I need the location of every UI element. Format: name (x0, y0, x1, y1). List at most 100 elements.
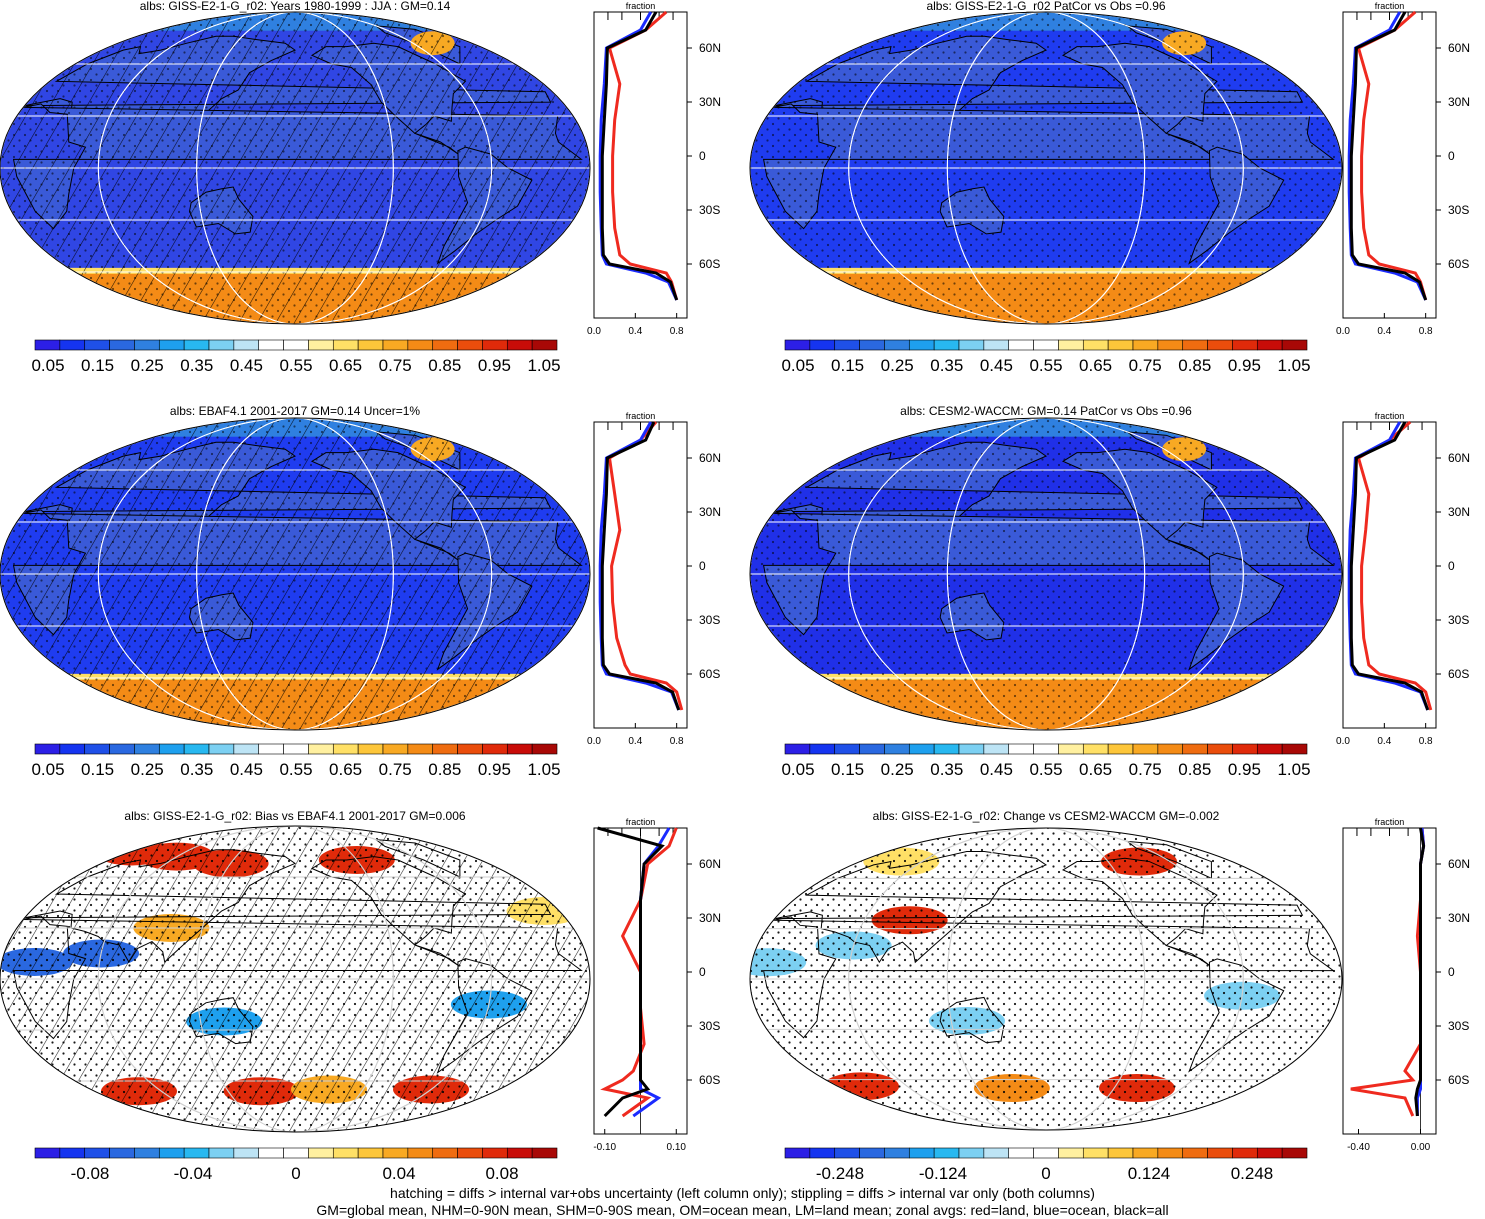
colorbar-tick-label: 0.65 (329, 356, 362, 375)
zonal-mean-plot: fraction 0.0 0.4 0.8 60N 30N 0 30S 60S (1336, 1, 1470, 337)
zonal-series-all (1414, 827, 1426, 1117)
zonal-series-all (600, 11, 679, 301)
colorbar-swatch (109, 743, 135, 755)
colorbar-swatch (59, 1147, 86, 1159)
panel-obs: albs: EBAF4.1 2001-2017 GM=0.14 Uncer=1%… (0, 404, 721, 779)
colorbar-swatch (1058, 743, 1084, 755)
map (750, 828, 1342, 1130)
colorbar-swatch (1132, 743, 1159, 755)
colorbar-tick-label: 0.08 (485, 1164, 518, 1183)
colorbar-swatch (884, 743, 910, 755)
colorbar-swatch (983, 1147, 1010, 1159)
zonal-lat-label: 0 (1448, 559, 1455, 573)
colorbar-swatch (208, 339, 235, 351)
zonal-x-tick-label: 0.00 (1411, 1142, 1431, 1153)
zonal-lat-label: 0 (1448, 149, 1455, 163)
zonal-lat-label: 60N (699, 451, 721, 465)
zonal-mean-plot: fraction -0.40 0.00 60N 30N 0 30S 60S (1342, 817, 1470, 1153)
colorbar-swatch (908, 1147, 935, 1159)
colorbar-swatch (457, 743, 483, 755)
panel-bias: albs: GISS-E2-1-G_r02: Bias vs EBAF4.1 2… (0, 809, 721, 1183)
colorbar-swatch (407, 1147, 434, 1159)
colorbar-tick-label: 0.75 (1129, 356, 1162, 375)
map (750, 418, 1342, 730)
zonal-x-tick-label: 0.0 (587, 736, 601, 747)
colorbar-swatch (1008, 339, 1034, 351)
footer-hatching-note: hatching = diffs > internal var+obs unce… (390, 1185, 1095, 1201)
colorbar-swatch (283, 339, 309, 351)
colorbar-swatch (1232, 1147, 1258, 1159)
colorbar-swatch (908, 339, 935, 351)
colorbar-swatch (1232, 339, 1258, 351)
zonal-title: fraction (626, 817, 656, 827)
meridian-line (97, 418, 493, 730)
meridian-line (196, 826, 394, 1132)
colorbar-swatch (809, 339, 836, 351)
colorbar-tick-label: 0.55 (279, 760, 312, 779)
zonal-mean-plot: fraction 0.0 0.4 0.8 60N 30N 0 30S 60S (1336, 411, 1470, 747)
colorbar-swatch (1058, 339, 1084, 351)
colorbar-swatch (933, 339, 960, 351)
colorbar-swatch (59, 743, 86, 755)
colorbar-tick-label: 0.25 (131, 356, 164, 375)
zonal-lat-label: 30S (699, 203, 720, 217)
panel-model: albs: GISS-E2-1-G_r02: Years 1980-1999 :… (0, 0, 721, 375)
zonal-series-all (597, 826, 665, 1118)
meridian-line (97, 826, 493, 1132)
zonal-lat-label: 30N (699, 911, 721, 925)
colorbar-swatch (109, 339, 135, 351)
colorbar: 0.05 0.15 0.25 0.35 0.45 0.55 0.65 0.75 0.85 0.95… (781, 743, 1311, 779)
zonal-x-tick-label: 0.8 (670, 326, 684, 337)
colorbar-tick-label: 1.05 (1277, 356, 1310, 375)
colorbar-tick-label: -0.248 (816, 1164, 864, 1183)
zonal-title: fraction (626, 1, 656, 11)
colorbar-swatch (308, 339, 334, 351)
colorbar-swatch (506, 743, 533, 755)
meridian-line (848, 12, 1244, 324)
colorbar-tick-label: 0.75 (379, 356, 412, 375)
colorbar-swatch (1132, 339, 1159, 351)
colorbar-tick-label: 0.25 (131, 760, 164, 779)
colorbar-swatch (158, 743, 185, 755)
colorbar-swatch (1082, 1147, 1109, 1159)
zonal-mean-plot: fraction 0.0 0.4 0.8 60N 30N 0 30S 60S (587, 1, 721, 337)
zonal-x-tick-label: 0.8 (1419, 736, 1433, 747)
colorbar-swatch (884, 1147, 910, 1159)
colorbar-swatch (258, 339, 284, 351)
meridian-line (946, 828, 1146, 1130)
zonal-lat-label: 30N (1448, 911, 1470, 925)
colorbar-swatch (1256, 1147, 1283, 1159)
colorbar-swatch (506, 1147, 533, 1159)
colorbar-swatch (1256, 743, 1283, 755)
zonal-lat-label: 30N (1448, 505, 1470, 519)
colorbar-swatch (59, 339, 86, 351)
colorbar-swatch (1232, 743, 1258, 755)
colorbar-swatch (1033, 339, 1059, 351)
colorbar-tick-label: 0.15 (831, 760, 864, 779)
colorbar-swatch (158, 339, 185, 351)
colorbar-tick-label: 0.124 (1128, 1164, 1171, 1183)
colorbar-tick-label: 0.95 (478, 760, 511, 779)
colorbar-tick-label: 0.05 (31, 356, 64, 375)
zonal-x-tick-label: 0.4 (1377, 326, 1391, 337)
panel-title: albs: GISS-E2-1-G_r02: Years 1980-1999 :… (140, 0, 451, 13)
footer-abbreviations-note: GM=global mean, NHM=0-90N mean, SHM=0-90… (316, 1202, 1169, 1218)
colorbar-swatch (332, 339, 359, 351)
zonal-x-tick-label: 0.4 (628, 326, 642, 337)
map-border (749, 827, 1343, 1131)
colorbar-tick-label: 0.65 (1079, 356, 1112, 375)
colorbar-swatch (134, 743, 160, 755)
colorbar-swatch (933, 1147, 960, 1159)
zonal-lat-label: 60N (1448, 451, 1470, 465)
colorbar-swatch (1132, 1147, 1159, 1159)
colorbar-swatch (784, 1147, 811, 1159)
colorbar-swatch (1107, 1147, 1134, 1159)
colorbar-swatch (482, 1147, 508, 1159)
zonal-x-tick-label: 0.10 (667, 1142, 687, 1153)
zonal-lat-label: 0 (699, 965, 706, 979)
zonal-lat-label: 60N (1448, 857, 1470, 871)
zonal-lat-label: 60S (1448, 667, 1469, 681)
zonal-title: fraction (1375, 1, 1405, 11)
zonal-x-tick-label: 0.0 (1336, 736, 1350, 747)
map-border (749, 417, 1343, 731)
